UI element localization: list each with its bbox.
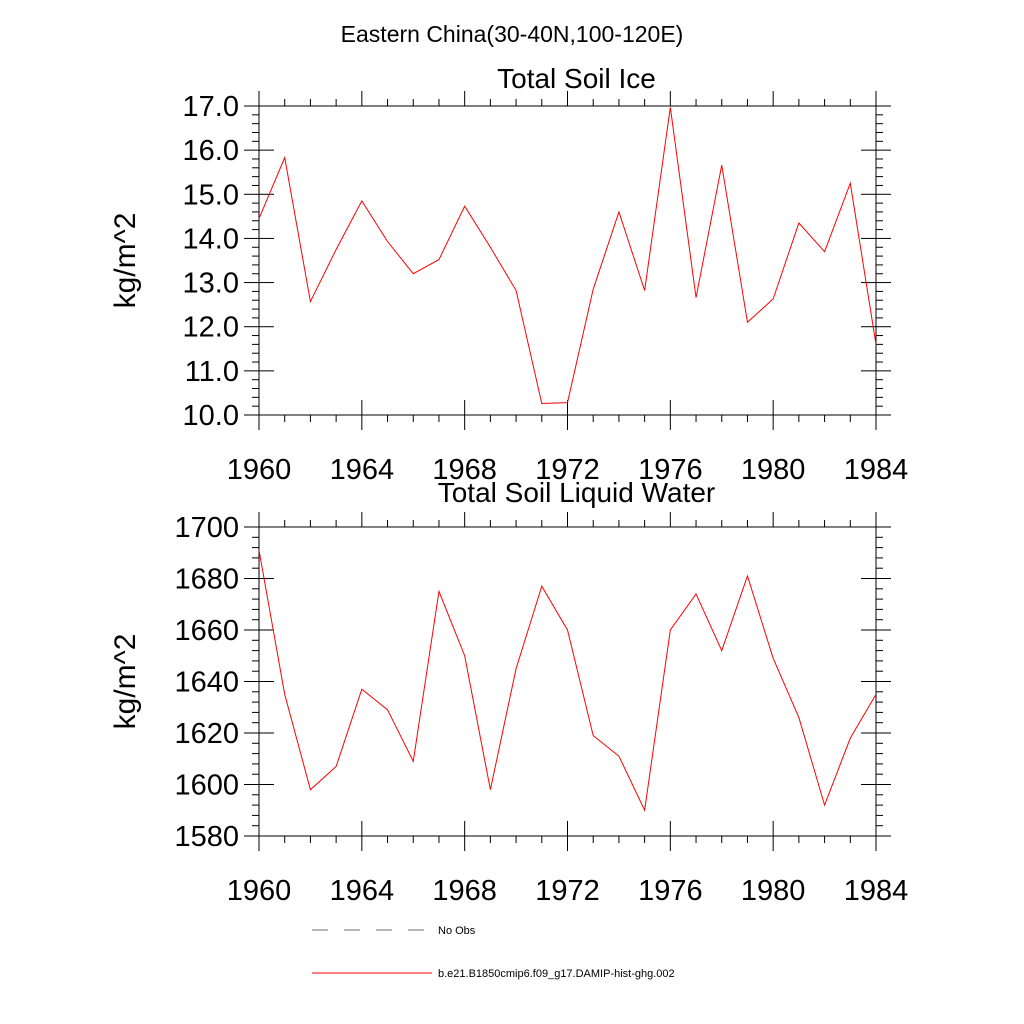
- y-tick-label: 1640: [174, 667, 239, 699]
- x-tick-label: 1984: [844, 454, 909, 486]
- y-tick-label: 1700: [174, 512, 239, 544]
- x-tick-label: 1972: [535, 454, 600, 486]
- x-tick-label: 1976: [638, 875, 703, 907]
- y-tick-label: 1600: [174, 770, 239, 802]
- panel-title: Total Soil Ice: [497, 63, 656, 94]
- y-tick-label: 1620: [174, 718, 239, 750]
- y-tick-label: 15.0: [183, 179, 239, 211]
- y-axis-label: kg/m^2: [109, 634, 142, 730]
- panel-total-soil-ice: Total Soil Ice 1960 1964 1968 1972 1976 1980 19…: [109, 63, 908, 486]
- x-tick-label: 1968: [432, 875, 497, 907]
- y-tick-label: 1660: [174, 615, 239, 647]
- x-tick-label: 1976: [638, 454, 703, 486]
- series-line: [258, 107, 877, 405]
- y-tick-label: 10.0: [183, 400, 239, 432]
- y-tick-label: 12.0: [183, 312, 239, 344]
- x-tick-label: 1972: [535, 875, 600, 907]
- x-tick-label: 1980: [741, 454, 806, 486]
- panel-title: Total Soil Liquid Water: [438, 477, 716, 508]
- panel-total-soil-liquid-water: Total Soil Liquid Water 1960 1964 1968 1972 1…: [109, 477, 908, 907]
- y-tick-label: 13.0: [183, 268, 239, 300]
- y-tick-label: 16.0: [183, 135, 239, 167]
- figure-suptitle: Eastern China(30-40N,100-120E): [341, 21, 684, 47]
- y-tick-label: 17.0: [183, 91, 239, 123]
- y-tick-label: 1580: [174, 821, 239, 853]
- legend-label: No Obs: [438, 925, 476, 937]
- x-tick-label: 1968: [432, 454, 497, 486]
- x-tick-label: 1980: [741, 875, 806, 907]
- plot-frame: [258, 105, 877, 416]
- x-tick-label: 1984: [844, 875, 909, 907]
- y-tick-label: 14.0: [183, 223, 239, 255]
- x-tick-label: 1964: [330, 875, 395, 907]
- legend-label: b.e21.B1850cmip6.f09_g17.DAMIP-hist-ghg.…: [438, 968, 675, 980]
- series-line: [258, 550, 877, 812]
- y-tick-label: 11.0: [185, 356, 239, 388]
- x-tick-label: 1964: [330, 454, 395, 486]
- x-tick-label: 1960: [227, 454, 292, 486]
- y-axis-label: kg/m^2: [109, 213, 142, 309]
- legend: No Obs b.e21.B1850cmip6.f09_g17.DAMIP-his…: [312, 925, 675, 980]
- y-tick-label: 1680: [174, 564, 239, 596]
- x-tick-label: 1960: [227, 875, 292, 907]
